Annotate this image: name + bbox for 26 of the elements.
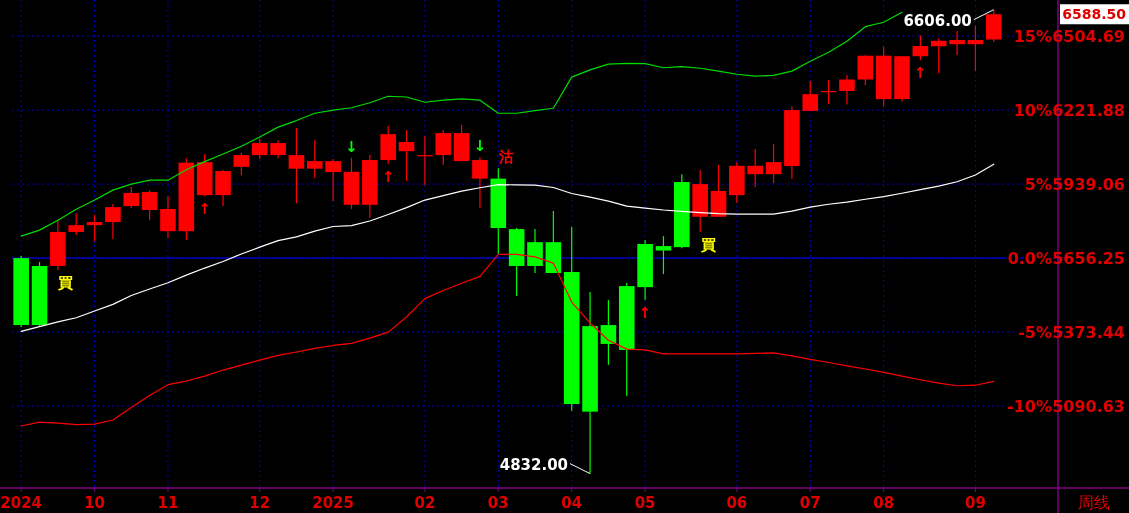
y2-tick-label: -5% [1018, 322, 1052, 342]
y2-tick-label: 10% [1013, 101, 1052, 121]
x-tick-label: 03 [487, 494, 509, 512]
x-tick-label: 09 [964, 494, 986, 512]
y-tick-label: 5939.06 [1052, 175, 1125, 195]
x-tick-label: 06 [726, 494, 748, 512]
y-tick-label: 6221.88 [1052, 101, 1125, 121]
y-tick-label: 6504.69 [1052, 27, 1125, 47]
annotation: 4832.00 [499, 455, 569, 474]
x-tick-label: 04 [561, 494, 583, 512]
x-tick-label: 2024 [0, 494, 43, 512]
y-tick-label: 5090.63 [1052, 396, 1125, 416]
x-tick-label: 12 [249, 494, 271, 512]
annotation: 6606.00 [903, 11, 972, 30]
x-tick-label: 11 [157, 494, 179, 512]
y-tick-label: 5373.44 [1052, 323, 1125, 343]
y2-tick-label: -10% [1007, 396, 1052, 416]
x-tick-label: 10 [84, 494, 106, 512]
y2-tick-label: 15% [1013, 27, 1052, 47]
x-tick-label: 02 [414, 494, 436, 512]
y-tick-label: 5656.25 [1052, 249, 1125, 269]
x-tick-label: 07 [799, 494, 821, 512]
x-tick-label: 05 [634, 494, 656, 512]
x-tick-label: 2025 [312, 494, 355, 512]
x-tick-label: 08 [873, 494, 895, 512]
y2-tick-label: 5% [1024, 175, 1052, 195]
